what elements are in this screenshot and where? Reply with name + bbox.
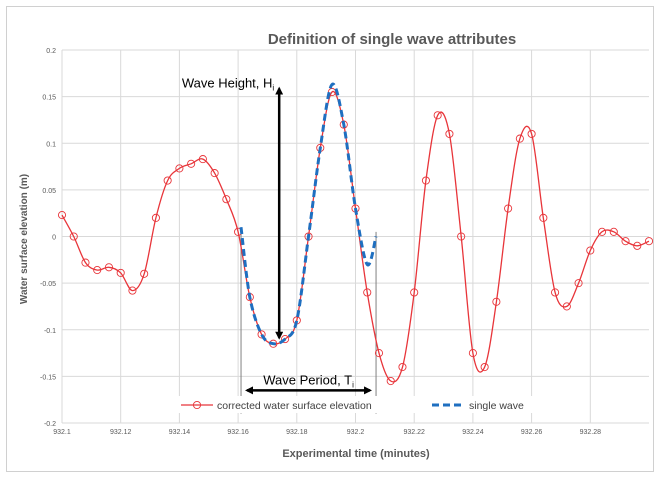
data-point — [363, 288, 372, 297]
data-point — [468, 349, 477, 358]
data-point — [551, 288, 560, 297]
x-tick-label: 932.28 — [580, 429, 602, 436]
legend: corrected water surface elevation single … — [175, 396, 533, 413]
y-tick-label: 0.1 — [46, 141, 56, 148]
data-point — [527, 129, 536, 138]
data-point — [445, 129, 454, 138]
wave-period-label: Wave Period, Ti — [263, 372, 354, 389]
data-point — [69, 232, 78, 241]
y-tick-label: -0.1 — [44, 328, 56, 335]
data-point — [257, 330, 266, 339]
x-axis-ticks: 932.1 932.12 932.14 932.16 932.18 932.2 932.22… — [53, 429, 601, 436]
single-wave-line — [239, 82, 378, 346]
chart-title: Definition of single wave attributes — [268, 31, 516, 48]
data-point — [539, 213, 548, 222]
data-point — [175, 164, 184, 173]
legend-background — [175, 396, 533, 413]
wave-height-label: Wave Height, Hi — [182, 76, 275, 93]
data-point — [198, 155, 207, 164]
data-point — [410, 288, 419, 297]
legend-marker-corrected — [192, 400, 202, 410]
data-point — [515, 134, 524, 143]
data-point — [116, 268, 125, 277]
y-tick-label: 0 — [52, 235, 56, 242]
x-tick-label: 932.22 — [403, 429, 425, 436]
data-point — [151, 213, 160, 222]
annotations: Wave Height, Hi Wave Period, Ti — [182, 76, 373, 395]
data-point — [492, 297, 501, 306]
grid — [61, 49, 649, 424]
data-point — [562, 302, 571, 311]
data-point — [187, 159, 196, 168]
guide-lines — [240, 231, 377, 414]
data-point — [609, 227, 618, 236]
series-corrected-water-surface-elevation — [57, 87, 654, 386]
y-tick-label: -0.2 — [44, 421, 56, 428]
data-point — [504, 204, 513, 213]
x-axis-label: Experimental time (minutes) — [282, 448, 430, 460]
y-axis-label: Water surface elevation (m) — [19, 174, 30, 304]
series-single-wave — [239, 82, 378, 346]
data-point — [586, 246, 595, 255]
x-tick-label: 932.26 — [521, 429, 543, 436]
x-tick-label: 932.18 — [286, 429, 308, 436]
x-tick-label: 932.12 — [110, 429, 132, 436]
data-point — [457, 232, 466, 241]
data-point — [222, 195, 231, 204]
data-point — [398, 362, 407, 372]
data-point — [93, 266, 102, 275]
data-point — [386, 376, 395, 386]
data-point — [374, 349, 384, 358]
data-point — [633, 241, 642, 250]
line-chart: Definition of single wave attributes 0.2… — [19, 31, 654, 460]
data-point — [140, 269, 149, 278]
data-point — [621, 237, 630, 246]
data-point — [57, 211, 67, 220]
data-point — [574, 279, 583, 288]
y-tick-label: 0.15 — [42, 95, 56, 102]
data-point — [597, 227, 607, 236]
data-point — [81, 258, 90, 267]
corrected-elevation-line — [61, 90, 650, 383]
data-point — [210, 169, 219, 178]
y-tick-label: -0.05 — [40, 281, 56, 288]
y-tick-label: -0.15 — [40, 374, 56, 381]
data-point — [104, 263, 114, 272]
data-point — [433, 111, 442, 120]
chart-frame: Definition of single wave attributes 0.2… — [6, 6, 654, 472]
legend-label-corrected: corrected water surface elevation — [217, 400, 372, 412]
legend-label-single: single wave — [469, 400, 524, 412]
y-tick-label: 0.2 — [46, 48, 56, 55]
x-tick-label: 932.24 — [462, 429, 484, 436]
data-point — [163, 176, 172, 185]
data-point — [644, 237, 654, 246]
x-tick-label: 932.14 — [169, 429, 191, 436]
data-point — [421, 176, 430, 185]
y-axis-ticks: 0.2 0.15 0.1 0.05 0 -0.05 -0.1 -0.15 -0.2 — [40, 48, 56, 428]
x-tick-label: 932.16 — [227, 429, 249, 436]
x-tick-label: 932.2 — [347, 429, 365, 436]
data-point — [128, 286, 137, 295]
data-point — [480, 362, 489, 372]
y-tick-label: 0.05 — [42, 188, 56, 195]
x-tick-label: 932.1 — [53, 429, 71, 436]
